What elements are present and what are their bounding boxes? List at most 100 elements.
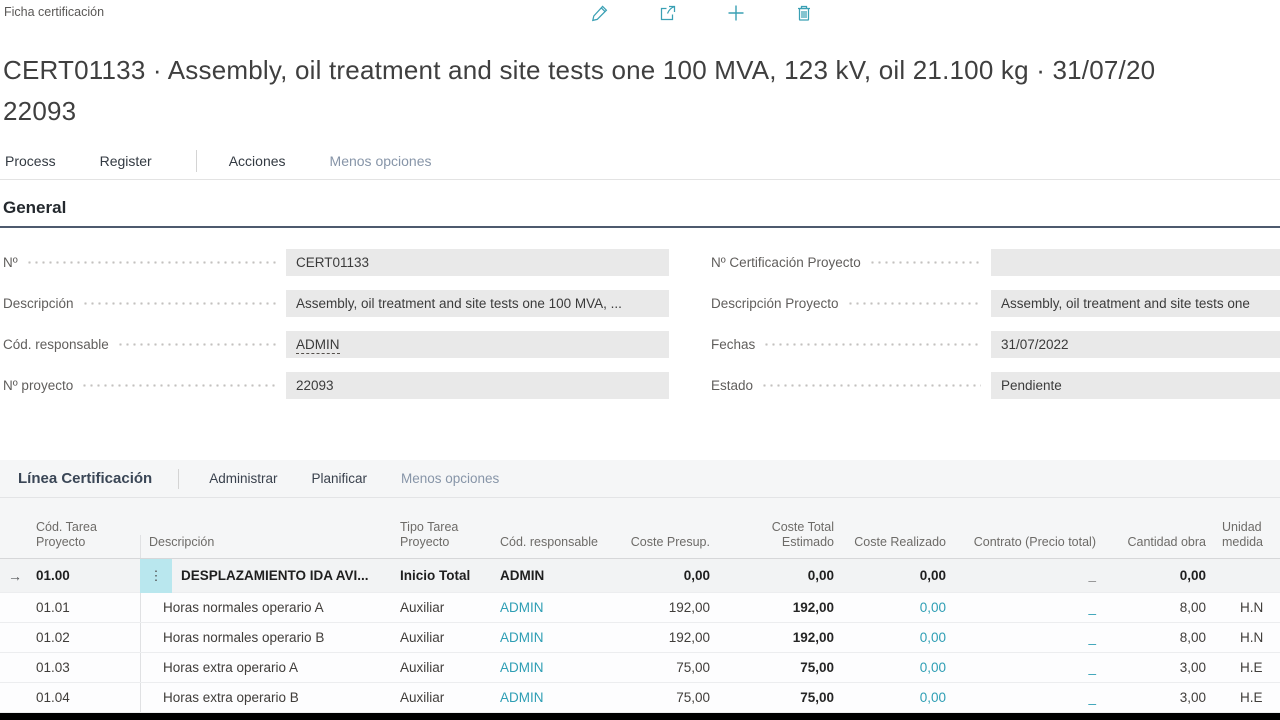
cell-contrato[interactable]: _ xyxy=(1088,630,1096,645)
cod-responsable-field[interactable]: ADMIN xyxy=(286,331,669,358)
cell-coste-presup[interactable]: 75,00 xyxy=(676,660,710,675)
col-contrato[interactable]: Contrato (Precio total) xyxy=(973,535,1096,549)
cell-unidad-medida[interactable]: H.N xyxy=(1240,630,1264,645)
cell-coste-total[interactable]: 192,00 xyxy=(792,600,834,615)
cell-coste-realizado[interactable]: 0,00 xyxy=(919,568,946,583)
cell-cantidad-obra[interactable]: 3,00 xyxy=(1179,690,1206,705)
cell-descripcion[interactable]: Horas normales operario B xyxy=(140,623,392,652)
cell-coste-realizado[interactable]: 0,00 xyxy=(919,660,946,675)
cell-contrato[interactable]: _ xyxy=(1088,690,1096,705)
cell-cod-responsable[interactable]: ADMIN xyxy=(500,690,544,705)
col-unidad-medida[interactable]: Unidad medida xyxy=(1222,520,1263,549)
cell-descripcion[interactable]: DESPLAZAMIENTO IDA AVI... xyxy=(140,559,392,592)
cell-tipo-tarea[interactable]: Auxiliar xyxy=(400,690,445,705)
row-context-menu-button[interactable]: ⋮ xyxy=(140,559,172,593)
menu-menos-opciones[interactable]: Menos opciones xyxy=(329,153,432,169)
cell-cod-responsable[interactable]: ADMIN xyxy=(500,600,544,615)
cell-cantidad-obra[interactable]: 0,00 xyxy=(1179,568,1206,583)
part-title[interactable]: Línea Certificación xyxy=(18,470,153,487)
col-cod-tarea[interactable]: Cód. Tarea Proyecto xyxy=(36,520,97,549)
cell-cod-tarea[interactable]: 01.02 xyxy=(36,630,70,645)
menu-register[interactable]: Register xyxy=(99,153,152,169)
col-cod-responsable[interactable]: Cód. responsable xyxy=(500,535,598,549)
cell-coste-total[interactable]: 75,00 xyxy=(800,660,834,675)
cell-descripcion[interactable]: Horas extra operario B xyxy=(140,683,392,712)
cell-tipo-tarea[interactable]: Inicio Total xyxy=(400,568,471,583)
menu-process[interactable]: Process xyxy=(5,153,56,169)
dotted-leader xyxy=(81,372,276,399)
cell-coste-realizado[interactable]: 0,00 xyxy=(919,690,946,705)
cell-coste-presup[interactable]: 192,00 xyxy=(668,600,710,615)
estado-field[interactable]: Pendiente xyxy=(991,372,1280,399)
cell-coste-presup[interactable]: 0,00 xyxy=(683,568,710,583)
cell-cod-responsable[interactable]: ADMIN xyxy=(500,630,544,645)
lineas-part: Línea Certificación Administrar Planific… xyxy=(0,460,1280,713)
cell-coste-presup[interactable]: 192,00 xyxy=(668,630,710,645)
cell-coste-realizado[interactable]: 0,00 xyxy=(919,600,946,615)
part-menu-administrar[interactable]: Administrar xyxy=(209,471,278,486)
cell-tipo-tarea[interactable]: Auxiliar xyxy=(400,660,445,675)
page-title: CERT01133 · Assembly, oil treatment and … xyxy=(3,50,1280,132)
part-header: Línea Certificación Administrar Planific… xyxy=(0,460,1280,498)
trash-delete-icon[interactable] xyxy=(794,3,814,23)
cell-coste-realizado[interactable]: 0,00 xyxy=(919,630,946,645)
cell-cod-tarea[interactable]: 01.01 xyxy=(36,600,70,615)
field-descripcion: Descripción Assembly, oil treatment and … xyxy=(3,290,669,317)
field-descripcion-label: Descripción xyxy=(3,296,74,311)
cell-descripcion[interactable]: Horas normales operario A xyxy=(140,593,392,622)
cell-cantidad-obra[interactable]: 3,00 xyxy=(1179,660,1206,675)
cell-coste-total[interactable]: 75,00 xyxy=(800,690,834,705)
dotted-leader xyxy=(116,331,276,358)
field-estado: Estado Pendiente xyxy=(711,372,1280,399)
cell-contrato[interactable]: _ xyxy=(1088,568,1096,583)
cell-cantidad-obra[interactable]: 8,00 xyxy=(1179,600,1206,615)
field-cod-responsable-label: Cód. responsable xyxy=(3,337,109,352)
no-field[interactable]: CERT01133 xyxy=(286,249,669,276)
col-coste-total-estimado[interactable]: Coste Total Estimado xyxy=(771,520,834,549)
cell-tipo-tarea[interactable]: Auxiliar xyxy=(400,630,445,645)
cell-cod-tarea[interactable]: 01.03 xyxy=(36,660,70,675)
col-tipo-tarea[interactable]: Tipo Tarea Proyecto xyxy=(400,520,459,549)
part-menu-menos-opciones[interactable]: Menos opciones xyxy=(401,471,500,486)
part-menu-planificar[interactable]: Planificar xyxy=(311,471,367,486)
general-fields: Nº CERT01133 Descripción Assembly, oil t… xyxy=(3,249,1280,413)
cell-descripcion[interactable]: Horas extra operario A xyxy=(140,653,392,682)
table-row[interactable]: 01.02 Horas normales operario B Auxiliar… xyxy=(0,623,1280,653)
cell-cantidad-obra[interactable]: 8,00 xyxy=(1179,630,1206,645)
cell-contrato[interactable]: _ xyxy=(1088,660,1096,675)
col-descripcion[interactable]: Descripción xyxy=(140,535,392,558)
table-row[interactable]: → 01.00 DESPLAZAMIENTO IDA AVI... Inicio… xyxy=(0,559,1280,593)
col-cantidad-obra[interactable]: Cantidad obra xyxy=(1127,535,1206,549)
plus-new-icon[interactable] xyxy=(726,3,746,23)
cell-cod-responsable[interactable]: ADMIN xyxy=(500,660,544,675)
general-section-heading[interactable]: General xyxy=(3,198,67,217)
cell-coste-total[interactable]: 192,00 xyxy=(792,630,834,645)
fechas-field[interactable]: 31/07/2022 xyxy=(991,331,1280,358)
table-row[interactable]: 01.04 Horas extra operario B Auxiliar AD… xyxy=(0,683,1280,713)
no-certificacion-proyecto-field[interactable] xyxy=(991,249,1280,276)
cell-tipo-tarea[interactable]: Auxiliar xyxy=(400,600,445,615)
no-proyecto-field[interactable]: 22093 xyxy=(286,372,669,399)
cell-cod-tarea[interactable]: 01.04 xyxy=(36,690,70,705)
field-estado-label: Estado xyxy=(711,378,754,393)
cell-unidad-medida[interactable]: H.E xyxy=(1240,660,1263,675)
col-coste-presup[interactable]: Coste Presup. xyxy=(630,535,710,549)
share-icon[interactable] xyxy=(658,3,678,23)
cell-cod-responsable[interactable]: ADMIN xyxy=(500,568,545,583)
cell-coste-total[interactable]: 0,00 xyxy=(807,568,834,583)
cell-contrato[interactable]: _ xyxy=(1088,600,1096,615)
table-row[interactable]: 01.03 Horas extra operario A Auxiliar AD… xyxy=(0,653,1280,683)
cell-unidad-medida[interactable]: H.E xyxy=(1240,690,1263,705)
action-bar: Process Register Acciones Menos opciones xyxy=(0,143,1280,180)
edit-pencil-icon[interactable] xyxy=(590,3,610,23)
cell-unidad-medida[interactable]: H.N xyxy=(1240,600,1264,615)
table-row[interactable]: 01.01 Horas normales operario A Auxiliar… xyxy=(0,593,1280,623)
menu-acciones[interactable]: Acciones xyxy=(228,153,286,169)
descripcion-proyecto-field[interactable]: Assembly, oil treatment and site tests o… xyxy=(991,290,1280,317)
action-bar-divider xyxy=(195,150,197,172)
cell-cod-tarea[interactable]: 01.00 xyxy=(36,568,70,583)
descripcion-field[interactable]: Assembly, oil treatment and site tests o… xyxy=(286,290,669,317)
col-coste-realizado[interactable]: Coste Realizado xyxy=(854,535,946,549)
card-toolbar xyxy=(590,3,814,23)
cell-coste-presup[interactable]: 75,00 xyxy=(676,690,710,705)
